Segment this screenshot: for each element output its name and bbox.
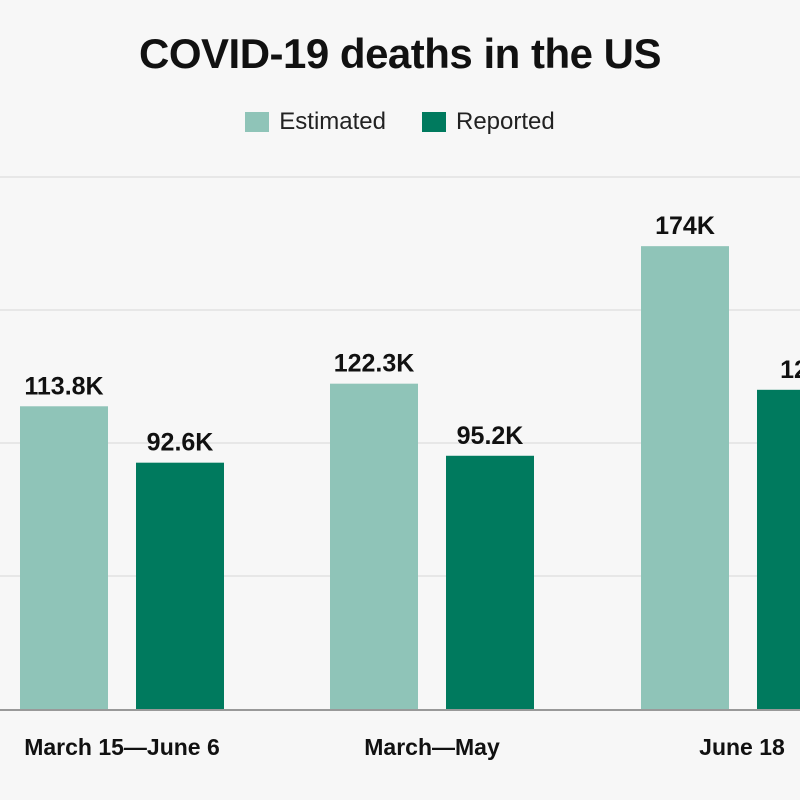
data-label: 113.8K bbox=[24, 372, 103, 400]
legend-label-reported: Reported bbox=[455, 108, 555, 135]
legend: Estimated Reported bbox=[0, 108, 800, 136]
x-tick-label: March—May bbox=[364, 734, 500, 760]
bar-estimated-1 bbox=[20, 406, 108, 709]
data-label: 95.2K bbox=[457, 422, 524, 450]
data-label: 174K bbox=[655, 212, 715, 240]
legend-label-estimated: Estimated bbox=[279, 108, 386, 135]
chart-title: COVID-19 deaths in the US bbox=[139, 30, 661, 77]
bar-estimated-3 bbox=[641, 246, 729, 709]
bar-estimated-2 bbox=[330, 383, 418, 709]
legend-swatch-estimated bbox=[245, 112, 270, 132]
x-tick-label: June 18 bbox=[699, 734, 785, 760]
legend-item-estimated: Estimated bbox=[245, 108, 386, 136]
data-label: 92.6K bbox=[147, 429, 214, 457]
data-label: 120 bbox=[780, 356, 800, 384]
x-tick-label: March 15—June 6 bbox=[24, 734, 220, 760]
legend-swatch-reported bbox=[421, 112, 446, 132]
bar-reported-1 bbox=[136, 462, 224, 709]
bar-reported-2 bbox=[446, 455, 534, 709]
bar-reported-3 bbox=[757, 389, 800, 709]
legend-item-reported: Reported bbox=[421, 108, 555, 136]
data-label: 122.3K bbox=[334, 350, 415, 378]
